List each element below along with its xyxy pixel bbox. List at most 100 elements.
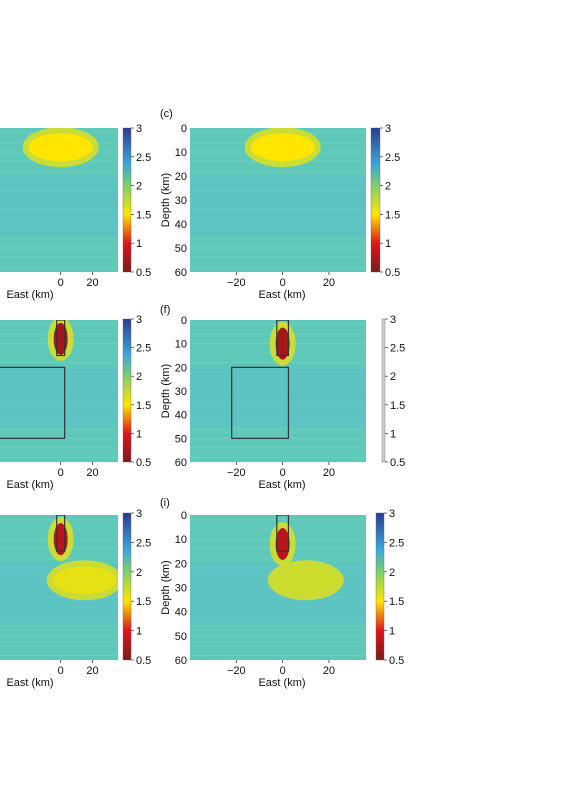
- colorbar-tick-label: 2.5: [389, 537, 404, 549]
- model-field: [190, 128, 366, 272]
- colorbar-tick-label: 2.5: [390, 343, 405, 355]
- colorbar-tick-label: 3: [136, 314, 142, 326]
- outline-box-1: [276, 320, 290, 357]
- model-field: [190, 515, 366, 660]
- panel-label: (i): [160, 497, 170, 509]
- x-axis-label: East (km): [258, 479, 305, 491]
- y-tick-label: 50: [175, 631, 187, 643]
- colorbar-tick-label: 2: [390, 371, 396, 383]
- y-tick-label: 50: [175, 243, 187, 255]
- y-axis-label: Depth (km): [160, 173, 172, 227]
- blue-zone: [0, 176, 118, 236]
- y-tick-label: 50: [175, 433, 187, 445]
- anomaly-1: [28, 133, 93, 162]
- model-field: [0, 515, 118, 660]
- colorbar-tick-label: 2: [389, 567, 395, 579]
- y-tick-label: 40: [175, 607, 187, 619]
- anomaly-1: [250, 133, 315, 162]
- x-axis-label: East (km): [258, 677, 305, 689]
- colorbar-tick-label: 0.5: [136, 267, 151, 279]
- colorbar-tick-label: 1.5: [385, 209, 400, 221]
- y-tick-label: 40: [175, 410, 187, 422]
- x-tick-label: 0: [280, 665, 286, 677]
- x-tick-label: 20: [86, 467, 98, 479]
- colorbar-tick-label: 1.5: [136, 596, 151, 608]
- panel-1: 0 20 East (km) 3 2.5 2 1.5 1 0.5: [0, 123, 151, 301]
- y-tick-label: 10: [175, 534, 187, 546]
- colorbar-tick-label: 2: [136, 567, 142, 579]
- blue-zone: [0, 367, 118, 427]
- x-tick-label: 20: [323, 665, 335, 677]
- colorbar-tick-label: 1: [389, 626, 395, 638]
- x-tick-label: 0: [280, 277, 286, 289]
- outline-box-2: [0, 366, 66, 439]
- y-tick-label: 10: [175, 339, 187, 351]
- colorbar-tick-label: 1.5: [136, 209, 151, 221]
- colorbar-tick-label: 1: [385, 238, 391, 250]
- colorbar: [370, 127, 381, 273]
- y-tick-label: 60: [175, 655, 187, 667]
- panel-3: 0 20 East (km) 3 2.5 2 1.5 1 0.5: [0, 314, 151, 491]
- y-tick-label: 30: [175, 195, 187, 207]
- x-tick-label: −20: [227, 277, 246, 289]
- x-axis-label: East (km): [6, 289, 53, 301]
- colorbar-tick-label: 1: [136, 238, 142, 250]
- x-tick-label: 20: [86, 277, 98, 289]
- colorbar-tick-label: 2.5: [385, 152, 400, 164]
- colorbar-tick-label: 1: [390, 428, 396, 440]
- colorbar-tick-label: 0.5: [390, 457, 405, 469]
- x-tick-label: 20: [323, 467, 335, 479]
- y-tick-label: 20: [175, 558, 187, 570]
- x-tick-label: 0: [58, 277, 64, 289]
- colorbar-tick-label: 1.5: [389, 596, 404, 608]
- y-tick-label: 0: [181, 315, 187, 327]
- blue-zone: [190, 367, 366, 427]
- panel-label: (f): [160, 304, 170, 316]
- model-field: [0, 128, 118, 272]
- colorbar-tick-label: 1: [136, 428, 142, 440]
- colorbar-tick-label: 2: [136, 371, 142, 383]
- colorbar-tick-label: 3: [390, 314, 396, 326]
- colorbar-tick-label: 2.5: [136, 537, 151, 549]
- y-axis-label: Depth (km): [160, 364, 172, 418]
- outline-box-2: [231, 366, 290, 439]
- y-tick-label: 60: [175, 457, 187, 469]
- y-tick-label: 0: [181, 123, 187, 135]
- colorbar-tick-label: 3: [389, 508, 395, 520]
- outline-box-1: [56, 515, 66, 552]
- y-tick-label: 0: [181, 510, 187, 522]
- x-tick-label: −20: [227, 665, 246, 677]
- anomaly-2: [273, 566, 338, 595]
- x-tick-label: 20: [323, 277, 335, 289]
- colorbar: [122, 512, 132, 661]
- colorbar-tick-label: 1.5: [136, 400, 151, 412]
- colorbar-tick-label: 3: [136, 508, 142, 520]
- x-tick-label: 0: [280, 467, 286, 479]
- y-tick-label: 20: [175, 362, 187, 374]
- y-tick-label: 30: [175, 386, 187, 398]
- colorbar: [122, 127, 132, 273]
- y-tick-label: 60: [175, 267, 187, 279]
- x-tick-label: 20: [86, 665, 98, 677]
- y-tick-label: 40: [175, 219, 187, 231]
- colorbar-tick-label: 3: [385, 123, 391, 135]
- x-tick-label: 0: [58, 665, 64, 677]
- colorbar-tick-label: 1: [136, 626, 142, 638]
- x-axis-label: East (km): [258, 289, 305, 301]
- outline-box-1: [56, 320, 66, 357]
- colorbar-tick-label: 2: [136, 181, 142, 193]
- anomaly-1: [53, 523, 68, 556]
- x-tick-label: −20: [227, 467, 246, 479]
- colorbar: [381, 318, 386, 463]
- colorbar-tick-label: 0.5: [136, 457, 151, 469]
- colorbar: [375, 512, 385, 661]
- colorbar: [122, 318, 132, 463]
- model-field: [190, 320, 366, 462]
- anomaly-1: [275, 528, 290, 560]
- y-tick-label: 20: [175, 171, 187, 183]
- colorbar-tick-label: 0.5: [389, 655, 404, 667]
- colorbar-tick-label: 3: [136, 123, 142, 135]
